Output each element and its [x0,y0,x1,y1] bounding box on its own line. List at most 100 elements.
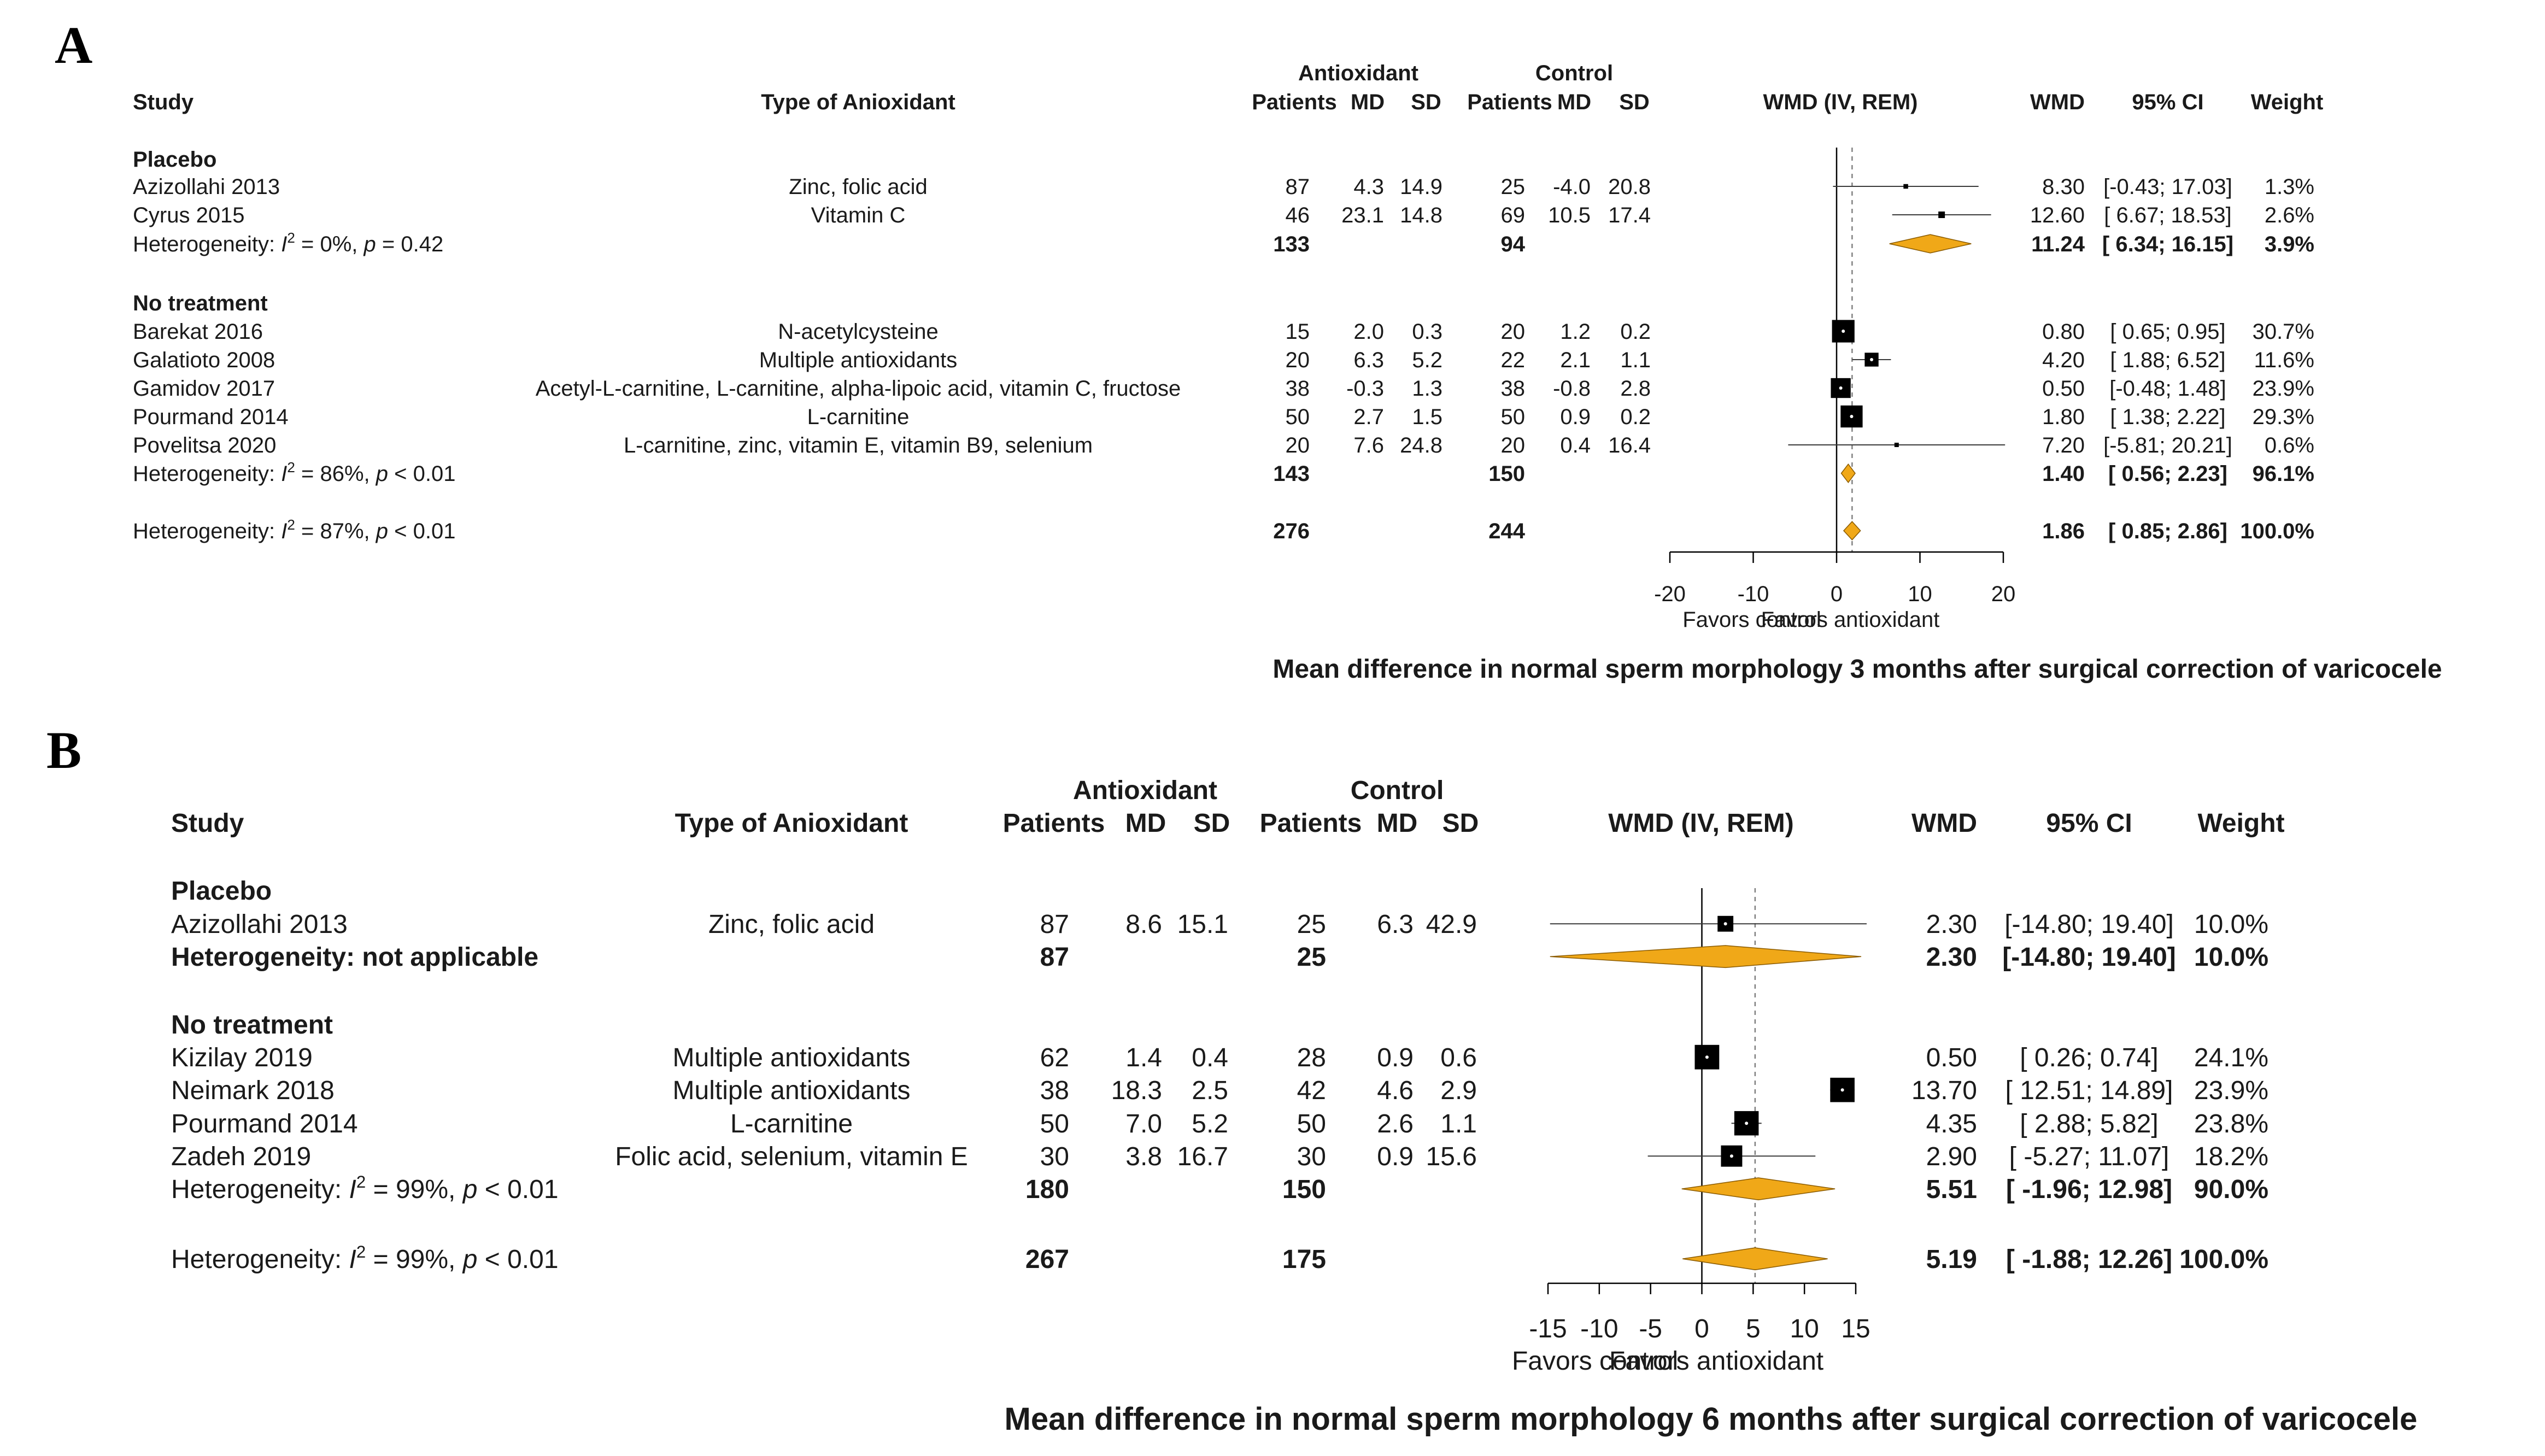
group-header-control: Control [1351,776,1444,805]
antioxidant-type: Multiple antioxidants [673,1043,911,1072]
x-tick-label: 20 [1991,582,2016,606]
control-sd: 15.6 [1426,1142,1477,1171]
antioxidant-patients-total: 133 [1273,232,1310,256]
antioxidant-patients: 20 [1286,433,1310,457]
effect-point [1840,1088,1844,1092]
antioxidant-sd: 14.9 [1400,175,1442,199]
control-patients: 20 [1501,433,1526,457]
subgroup-diamond [1550,945,1862,968]
wmd-value: 12.60 [2030,203,2085,227]
antioxidant-patients-total: 87 [1040,943,1069,972]
weight-value: 18.2% [2194,1142,2268,1171]
antioxidant-sd: 0.3 [1412,320,1442,344]
control-patients-total: 94 [1501,232,1526,256]
control-patients: 30 [1297,1142,1326,1171]
control-sd: 0.2 [1620,405,1651,429]
antioxidant-md: 7.6 [1353,433,1384,457]
column-header-ctl-patients: Patients [1467,90,1552,114]
antioxidant-type: Vitamin C [811,203,906,227]
column-header-plot: WMD (IV, REM) [1763,90,1918,114]
column-header-weight: Weight [2251,90,2324,114]
antioxidant-type: Multiple antioxidants [673,1076,911,1105]
x-tick-label: -15 [1529,1314,1567,1343]
antioxidant-patients: 87 [1040,910,1069,939]
wmd-value-pooled: 5.51 [1926,1175,1977,1204]
subgroup-diamond [1840,463,1856,484]
wmd-value-pooled: 11.24 [2031,232,2085,256]
effect-square [1903,184,1908,189]
antioxidant-patients: 30 [1040,1142,1069,1171]
control-patients-total: 244 [1488,519,1525,543]
control-md: 6.3 [1377,910,1414,939]
antioxidant-patients: 50 [1286,405,1310,429]
antioxidant-patients: 38 [1286,377,1310,401]
ci-value-pooled: [ -1.96; 12.98] [2006,1175,2172,1204]
wmd-value: 4.20 [2042,348,2085,372]
wmd-value: 1.80 [2042,405,2085,429]
wmd-value: 4.35 [1926,1109,1977,1138]
antioxidant-patients: 46 [1286,203,1310,227]
control-patients-total: 150 [1488,462,1525,486]
weight-value: 23.9% [2253,377,2314,401]
antioxidant-sd: 0.4 [1192,1043,1228,1072]
wmd-value: 2.90 [1926,1142,1977,1171]
x-tick-label: -10 [1580,1314,1618,1343]
effect-square [1938,212,1945,218]
wmd-value: 0.80 [2042,320,2085,344]
antioxidant-patients: 62 [1040,1043,1069,1072]
x-tick-label: 15 [1841,1314,1870,1343]
weight-value-pooled: 90.0% [2194,1175,2268,1204]
antioxidant-type: L-carnitine [730,1109,853,1138]
control-sd: 1.1 [1440,1109,1477,1138]
weight-value: 29.3% [2253,405,2314,429]
chart-title: Mean difference in normal sperm morpholo… [1005,1401,2418,1437]
effect-square [1894,443,1899,447]
control-patients: 20 [1501,320,1526,344]
ci-value: [ 0.65; 0.95] [2110,320,2225,344]
overall-diamond [1843,521,1861,541]
wmd-value: 8.30 [2042,175,2085,199]
column-header-weight: Weight [2197,809,2284,838]
wmd-value-pooled: 1.86 [2042,519,2085,543]
antioxidant-patients-total: 143 [1273,462,1310,486]
weight-value-pooled: 3.9% [2265,232,2314,256]
control-patients: 50 [1501,405,1526,429]
study-name: Pourmand 2014 [171,1109,358,1138]
x-tick-label: -10 [1738,582,1769,606]
ci-value: [ 6.67; 18.53] [2104,203,2232,227]
heterogeneity-label: Heterogeneity: not applicable [171,943,538,972]
weight-value: 1.3% [2265,175,2314,199]
panel-label: A [55,16,92,74]
x-tick-label: 10 [1908,582,1932,606]
column-header-type: Type of Anioxidant [761,90,955,114]
study-name: Zadeh 2019 [171,1142,311,1171]
wmd-value: 2.30 [1926,910,1977,939]
antioxidant-type: Multiple antioxidants [759,348,957,372]
column-header-wmd: WMD [1911,809,1977,838]
control-sd: 2.9 [1440,1076,1477,1105]
subgroup-diamond [1681,1177,1836,1201]
antioxidant-sd: 5.2 [1192,1109,1228,1138]
heterogeneity-label: Heterogeneity: I2 = 0%, p = 0.42 [133,230,443,256]
antioxidant-md: 18.3 [1111,1076,1162,1105]
study-name: Azizollahi 2013 [133,175,280,199]
weight-value: 2.6% [2265,203,2314,227]
wmd-value: 0.50 [2042,377,2085,401]
antioxidant-md: -0.3 [1346,377,1384,401]
column-header-ctl-md: MD [1377,809,1418,838]
control-md: 0.9 [1560,405,1591,429]
weight-value: 24.1% [2194,1043,2268,1072]
study-name: Neimark 2018 [171,1076,335,1105]
column-header-ctl-patients: Patients [1260,809,1362,838]
x-tick-label: -20 [1654,582,1686,606]
study-name: Barekat 2016 [133,320,263,344]
ci-value: [ 1.88; 6.52] [2110,348,2225,372]
weight-value: 30.7% [2253,320,2314,344]
effect-point [1870,358,1874,361]
antioxidant-patients-total: 180 [1025,1175,1069,1204]
control-patients: 69 [1501,203,1526,227]
ci-value: [-0.43; 17.03] [2103,175,2232,199]
antioxidant-type: N-acetylcysteine [778,320,938,344]
x-tick-label: 10 [1790,1314,1819,1343]
